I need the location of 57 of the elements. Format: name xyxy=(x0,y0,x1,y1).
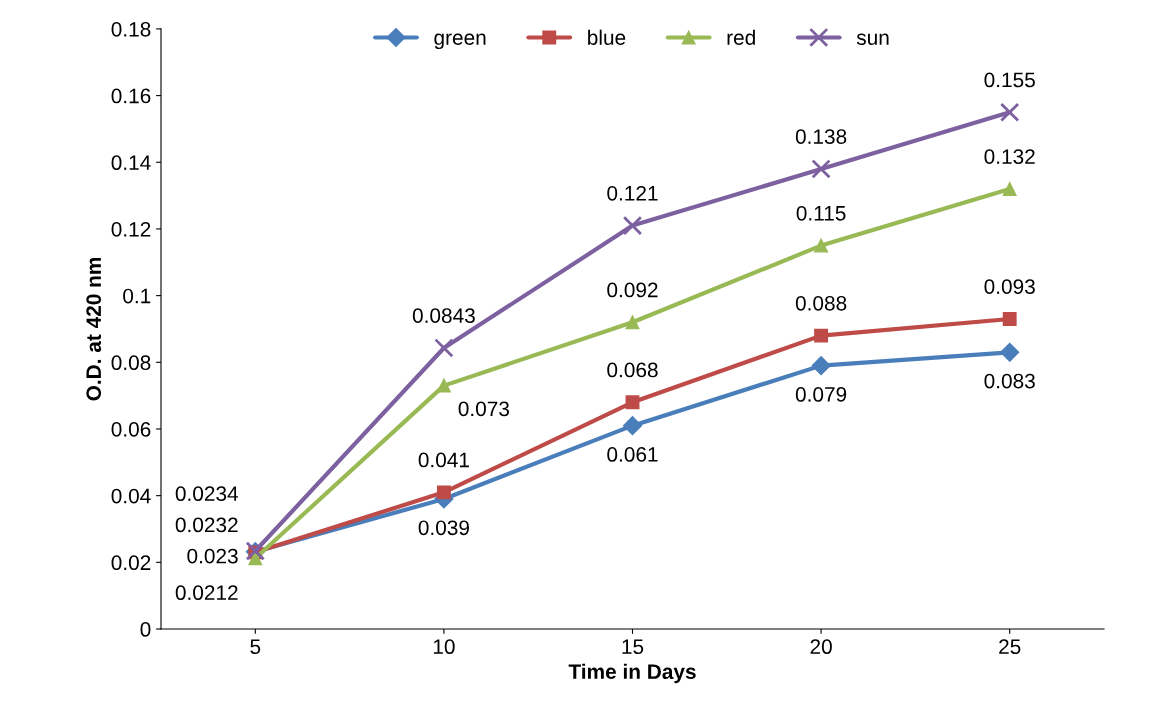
point xyxy=(1002,181,1017,196)
point xyxy=(622,416,643,436)
x-tick-label: 5 xyxy=(250,639,261,655)
data-label: 0.079 xyxy=(795,387,847,402)
point xyxy=(436,485,451,500)
y-tick-label: 0.08 xyxy=(111,355,151,371)
point xyxy=(811,159,831,179)
y-tick-label: 0.18 xyxy=(111,21,151,37)
x-axis-title: Time in Days xyxy=(568,663,696,684)
y-tick-label: 0.04 xyxy=(111,488,151,504)
data-label: 0.0212 xyxy=(175,585,238,601)
point xyxy=(436,378,451,393)
data-label: 0.115 xyxy=(796,205,846,221)
point xyxy=(811,356,831,376)
point xyxy=(434,338,454,358)
legend-label: red xyxy=(727,29,755,45)
legend-label: blue xyxy=(588,29,626,45)
data-label: 0.0234 xyxy=(175,486,239,502)
legend-label: green xyxy=(434,33,486,50)
y-tick-label: 0.06 xyxy=(111,421,151,437)
legend-label: sun xyxy=(856,33,889,45)
point xyxy=(1002,312,1017,326)
data-label: 0.083 xyxy=(984,373,1035,389)
point xyxy=(814,328,829,343)
point xyxy=(1000,342,1020,362)
point xyxy=(814,238,829,253)
data-label: 0.121 xyxy=(607,185,658,201)
data-label: 0.068 xyxy=(607,362,658,378)
data-label: 0.138 xyxy=(795,129,847,144)
data-label: 0.0232 xyxy=(175,517,238,533)
data-label: 0.088 xyxy=(795,295,847,311)
y-tick-label: 0.12 xyxy=(111,221,151,237)
y-axis-title: O.D. at 420 nm xyxy=(86,257,102,401)
data-label: 0.023 xyxy=(187,548,238,564)
data-label: 0.039 xyxy=(418,520,469,536)
data-label: 0.061 xyxy=(607,447,658,462)
data-label: 0.0843 xyxy=(412,308,475,323)
data-label: 0.132 xyxy=(984,149,1035,164)
x-tick-label: 20 xyxy=(810,639,832,655)
y-tick-label: 0.16 xyxy=(111,88,151,104)
x-tick-label: 10 xyxy=(433,639,455,655)
data-label: 0.092 xyxy=(607,282,658,298)
point xyxy=(999,102,1020,122)
y-tick-label: 0 xyxy=(140,622,151,637)
point xyxy=(625,315,640,330)
data-label: 0.155 xyxy=(984,72,1035,88)
y-tick-label: 0.14 xyxy=(111,155,151,171)
point xyxy=(248,551,263,566)
data-label: 0.093 xyxy=(984,279,1035,294)
y-tick-label: 0.1 xyxy=(123,288,151,304)
data-label: 0.073 xyxy=(458,401,510,417)
point xyxy=(625,395,640,410)
point xyxy=(622,215,643,236)
data-label: 0.041 xyxy=(418,452,469,468)
y-tick-label: 0.02 xyxy=(111,555,151,571)
x-tick-label: 15 xyxy=(622,639,644,655)
x-tick-label: 25 xyxy=(999,639,1021,655)
